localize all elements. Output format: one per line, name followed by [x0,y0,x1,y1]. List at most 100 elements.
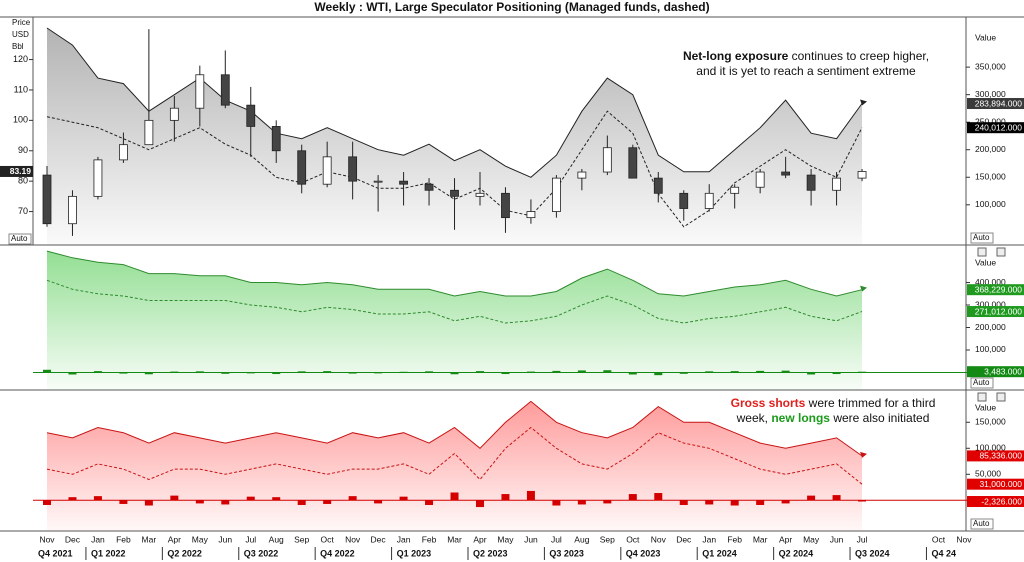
candle-body [195,74,205,109]
last-value-label: -2,326.000 [981,496,1022,506]
bar [628,372,637,375]
x-tick-label: Mar [753,534,768,544]
bar [399,371,408,373]
bar [144,500,153,506]
x-tick-label: Jun [830,534,844,544]
quarter-label: Q4 24 [931,548,956,558]
y2-tick-label: 200,000 [975,322,1006,332]
bar [195,371,204,373]
panel-button [977,392,987,402]
last-value-label: 271,012.000 [975,306,1023,316]
quarter-label: Q3 2024 [855,548,890,558]
bar [348,372,357,374]
scale-mode: Auto [973,519,990,528]
panel-button [996,247,1006,257]
x-tick-label: Jun [218,534,232,544]
bar [246,372,255,374]
arrow-head [860,99,868,106]
bar [170,371,179,373]
bar [195,500,204,504]
line [46,400,863,457]
x-tick-label: Nov [651,534,667,544]
last-value-box [967,284,1024,296]
quarter-label: Q1 2022 [91,548,126,558]
candle-body [501,192,510,219]
last-value-label: 368,229.000 [975,284,1023,294]
bar [93,371,102,373]
line [46,279,863,324]
x-tick-label: Jan [702,534,716,544]
bar [781,370,790,373]
scale-mode-box [8,233,32,245]
x-tick-label: Jul [551,534,562,544]
x-tick-label: May [497,534,514,544]
last-value-box [967,98,1024,110]
bar [807,372,816,375]
last-price-label: 83.19 [10,166,32,176]
bar [756,370,765,373]
candle-body [679,192,689,209]
x-tick-label: Oct [932,534,946,544]
scale-mode: Auto [11,234,28,243]
line [46,250,863,297]
y2-tick-label: 300,000 [975,299,1006,309]
candle-body [93,159,103,197]
quarter-label: Q4 2023 [626,548,661,558]
bar [297,371,306,373]
panel-button [996,392,1006,402]
x-tick-label: Nov [39,534,55,544]
y-tick-label: 120 [13,54,28,64]
quarter-label: Q2 2024 [779,548,814,558]
candle-body [119,144,128,161]
last-value-box [967,122,1024,134]
y-tick-label: 80 [18,176,28,186]
candle-body [399,180,408,185]
last-value-label: 85,336.000 [979,451,1022,461]
last-value-box [967,306,1024,318]
bar [501,372,510,375]
x-tick-label: Jan [397,534,411,544]
bar [450,492,459,501]
y2-tick-label: 350,000 [975,61,1006,71]
bar [43,369,51,373]
bar [246,496,255,501]
bar [323,371,332,373]
bar [552,500,561,506]
quarter-label: Q2 2022 [167,548,202,558]
bar [374,372,383,374]
bar [603,500,612,504]
bar [348,496,357,501]
last-price-box [0,165,33,177]
candle-body [475,192,485,197]
last-value-box [967,366,1024,378]
bar [730,371,739,373]
bar [832,372,841,375]
y2-tick-label: 100,000 [975,344,1006,354]
y2-tick-label: 100,000 [975,443,1006,453]
x-tick-label: Jul [245,534,256,544]
annotation-part: week, [736,411,772,425]
last-value-label: 3,483.000 [984,366,1022,376]
line [46,27,863,178]
candle-body [552,177,561,212]
annotation: Gross shorts were trimmed for a third [731,396,936,410]
quarter-label: Q3 2022 [244,548,279,558]
area [47,251,862,390]
candle-body [704,192,714,209]
bar [679,372,688,374]
line [46,426,863,485]
bar [93,496,102,501]
annotation-part: new longs [771,411,830,425]
annotation-part: were trimmed for a third [805,396,935,410]
candle-body [857,171,867,179]
y2-tick-label: 300,000 [975,89,1006,99]
bar [450,372,459,375]
annotation: and it is yet to reach a sentiment extre… [696,64,916,78]
scale-mode-box [970,377,994,389]
x-tick-label: Jan [91,534,105,544]
bar [628,494,637,501]
candle-body [220,74,230,106]
bar [68,372,77,375]
candle-body [42,174,52,225]
